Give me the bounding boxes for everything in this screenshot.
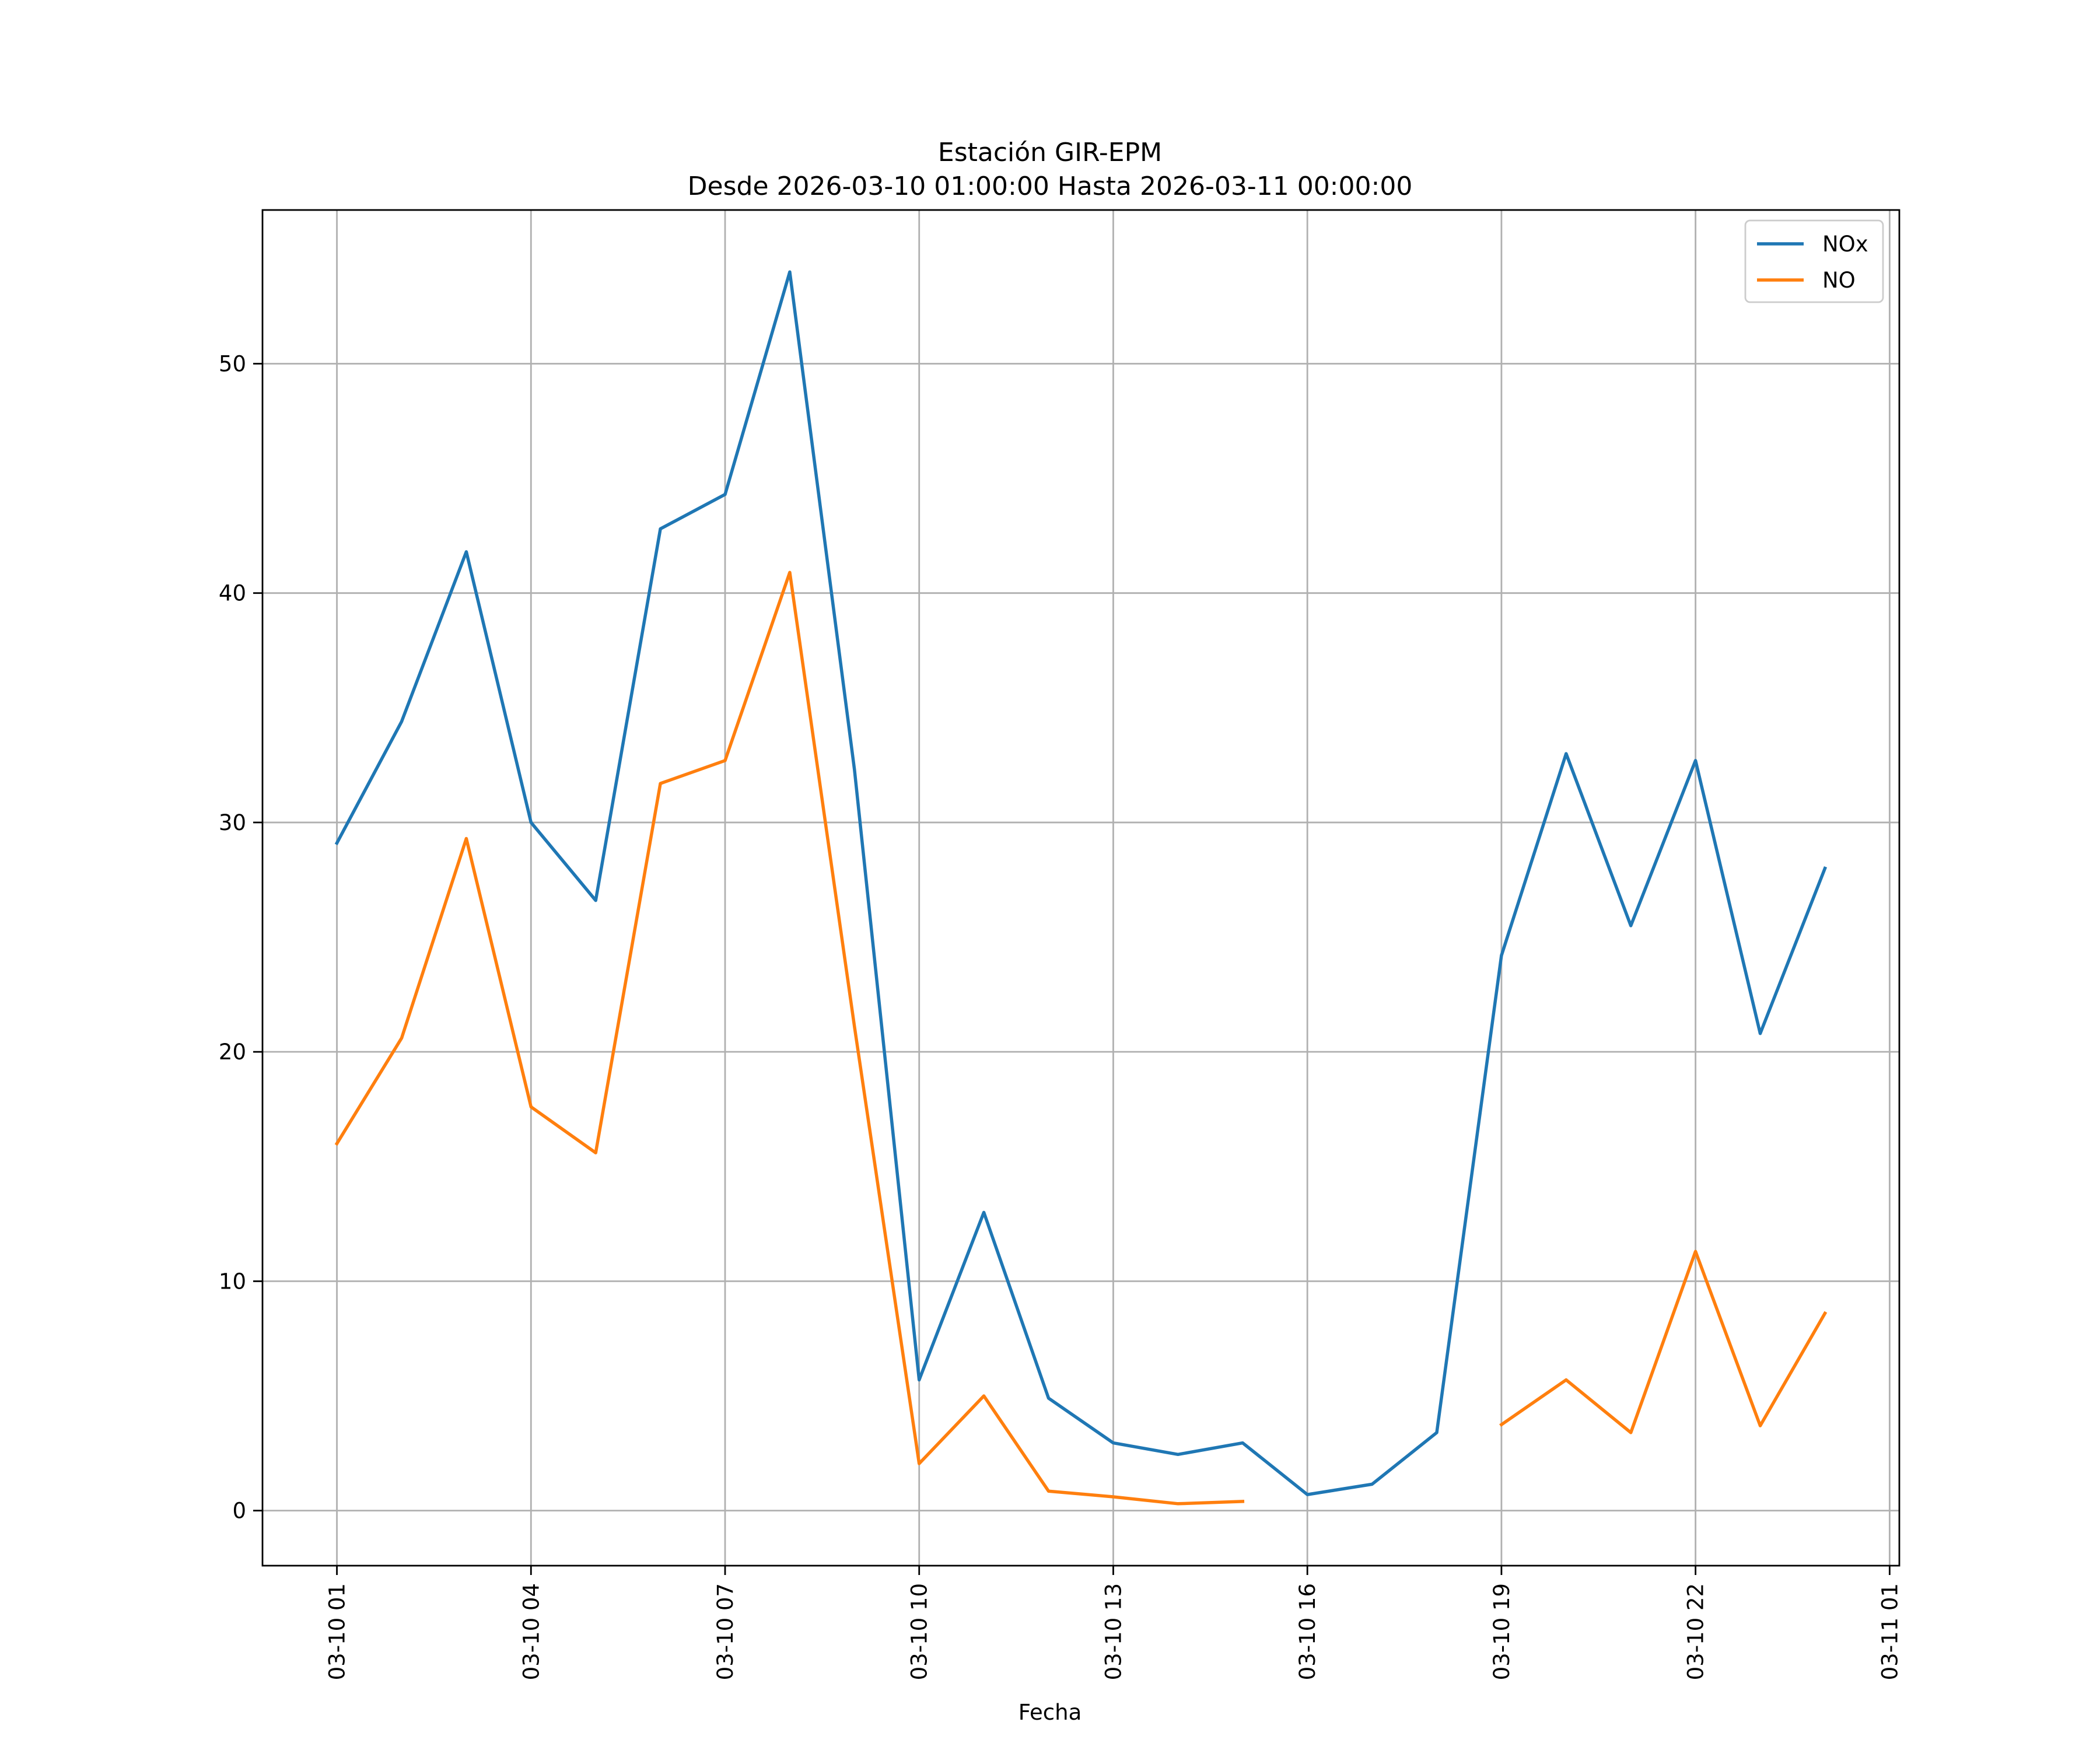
x-tick-label: 03-10 10 (907, 1583, 932, 1680)
x-tick-label: 03-10 16 (1295, 1583, 1320, 1680)
chart-title: Estación GIR-EPM (938, 138, 1162, 167)
x-tick-label: 03-10 13 (1101, 1583, 1126, 1680)
legend-label-no: NO (1822, 268, 1856, 293)
series-line-no (334, 570, 1828, 1506)
x-tick-label: 03-10 01 (325, 1583, 350, 1680)
legend-label-nox: NOx (1822, 232, 1868, 257)
x-tick-label: 03-10 22 (1684, 1583, 1709, 1680)
x-tick-label: 03-11 01 (1877, 1583, 1902, 1680)
y-tick-label: 30 (219, 810, 246, 835)
plot-series (334, 270, 1828, 1506)
series-line-nox (334, 270, 1828, 1496)
x-tick-label: 03-10 19 (1489, 1583, 1514, 1680)
plot-frame (261, 209, 1901, 1567)
x-tick-label: 03-10 07 (713, 1583, 738, 1680)
chart-subtitle: Desde 2026-03-10 01:00:00 Hasta 2026-03-… (688, 172, 1413, 201)
grid (262, 210, 1899, 1566)
y-tick-label: 0 (232, 1499, 246, 1524)
x-tick-label: 03-10 04 (519, 1583, 544, 1680)
legend: NOx NO (1744, 219, 1884, 303)
y-tick-label: 40 (219, 581, 246, 606)
x-axis-label: Fecha (1019, 1700, 1082, 1725)
legend-box (1744, 219, 1884, 303)
axis-ticks: 03-10 01 03-10 04 03-10 07 03-10 10 03-10 13… (219, 351, 1902, 1680)
y-tick-label: 10 (219, 1269, 246, 1294)
y-tick-label: 20 (219, 1040, 246, 1065)
y-tick-label: 50 (219, 351, 246, 376)
